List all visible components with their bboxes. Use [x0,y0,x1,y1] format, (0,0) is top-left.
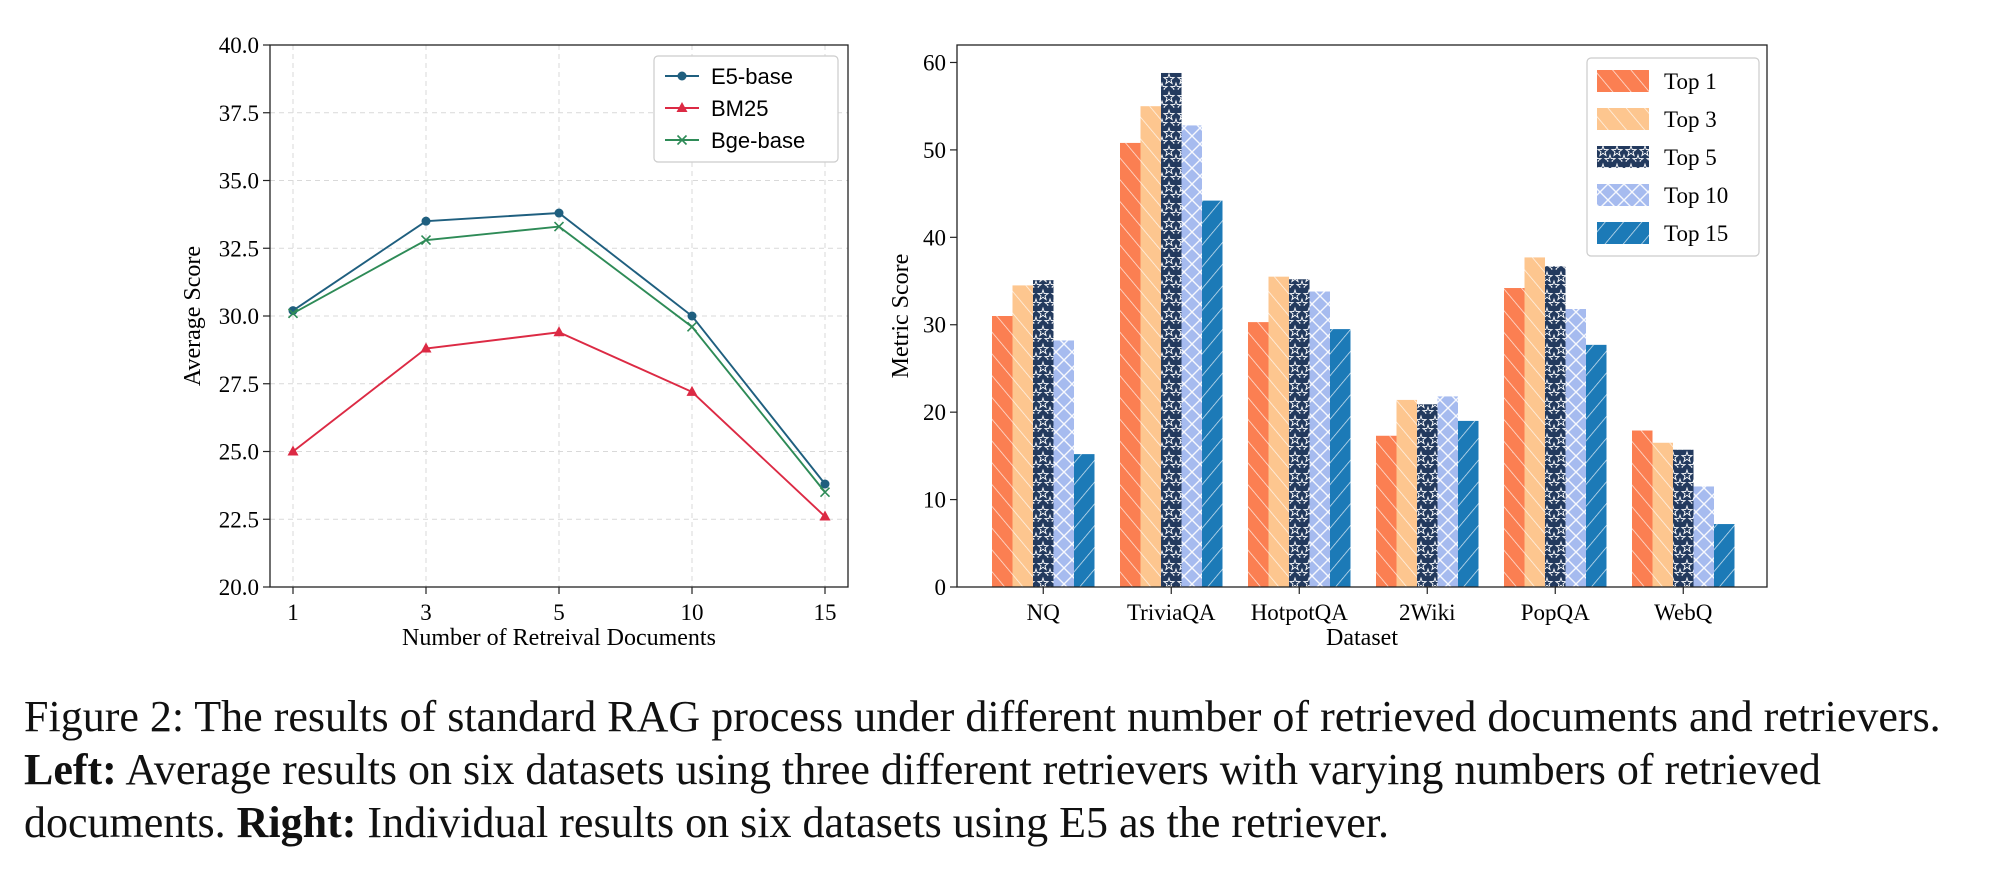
left-y-tick-label: 30.0 [219,304,259,329]
figure: 20.0 22.5 25.0 27.5 30.0 32.5 35.0 37.5 40.0 1 3 5 1… [0,0,1989,690]
right-x-tick-label: 2Wiki [1399,600,1456,625]
right-x-tick-label: PopQA [1521,600,1590,625]
caption-right-label: Right: [237,798,357,847]
right-x-tick-label: NQ [1027,600,1061,625]
legend-label: E5-base [711,64,793,89]
bar-hatch [1376,436,1397,587]
bar-hatch [1013,285,1034,587]
bar-hatch [1074,454,1095,587]
right-y-tick-label: 30 [923,313,946,338]
legend-swatch-hatch [1597,184,1649,206]
bar-hatch [1545,266,1566,587]
bar-hatch [1632,431,1653,587]
figure-caption: Figure 2: The results of standard RAG pr… [24,690,1969,849]
bar-hatch [1289,279,1310,587]
legend-label: BM25 [711,96,768,121]
bar-hatch [1525,257,1546,587]
right-bar-chart: 0 10 20 30 40 50 60 NQ TriviaQA HotpotQA 2Wiki PopQ… [888,45,1767,651]
right-x-axis-label: Dataset [1326,625,1398,651]
left-legend: E5-base BM25 Bge-base [654,56,838,162]
right-y-axis-label: Metric Score [888,254,914,379]
left-x-tick-label: 15 [814,600,837,625]
left-y-tick-label: 22.5 [219,507,259,532]
bar-hatch [1458,421,1479,587]
left-y-tick-label: 20.0 [219,575,259,600]
legend-label: Top 3 [1664,107,1717,132]
right-y-tick-label: 60 [923,50,946,75]
left-x-tick-label: 3 [420,600,432,625]
bar-hatch [1714,524,1735,587]
bar-hatch [1694,486,1715,587]
left-line-chart: 20.0 22.5 25.0 27.5 30.0 32.5 35.0 37.5 40.0 1 3 5 1… [180,33,848,651]
left-y-tick-label: 27.5 [219,372,259,397]
left-x-tick-label: 5 [553,600,565,625]
legend-swatch-hatch [1597,70,1649,92]
bar-hatch [1673,450,1694,587]
left-y-tick-label: 32.5 [219,236,259,261]
bar-hatch [1269,277,1290,587]
legend-label: Top 5 [1664,145,1717,170]
left-x-axis-label: Number of Retreival Documents [402,625,716,651]
bar-hatch [1161,73,1182,587]
caption-right-text: Individual results on six datasets using… [356,798,1389,847]
bar-hatch [1248,322,1269,587]
bar-hatch [1054,340,1075,587]
left-x-tick-label: 1 [287,600,299,625]
legend-label: Bge-base [711,128,805,153]
bar-hatch [1120,143,1141,587]
bar-hatch [1566,309,1587,587]
bar-hatch [1330,329,1351,587]
legend-swatch-hatch [1597,146,1649,168]
bar-hatch [1182,125,1203,587]
right-x-tick-label: TriviaQA [1127,600,1216,625]
right-y-tick-label: 0 [935,575,947,600]
caption-lead: Figure 2: The results of standard RAG pr… [24,692,1941,741]
data-point [554,326,565,336]
bar-hatch [1586,345,1607,587]
left-y-tick-label: 35.0 [219,169,259,194]
bar-hatch [1653,443,1674,587]
legend-label: Top 10 [1664,183,1728,208]
bar-hatch [1033,280,1054,587]
legend-swatch-hatch [1597,108,1649,130]
left-y-tick-label: 25.0 [219,440,259,465]
legend-label: Top 15 [1664,221,1728,246]
data-point [688,322,697,331]
left-x-tick-label: 10 [681,600,704,625]
right-y-tick-label: 40 [923,225,946,250]
left-y-tick-label: 37.5 [219,101,259,126]
caption-left-label: Left: [24,745,117,794]
data-point [688,312,697,321]
bar-hatch [1504,288,1525,587]
legend-label: Top 1 [1664,69,1717,94]
bar-hatch [1438,396,1459,587]
left-y-tick-label: 40.0 [219,33,259,58]
legend-marker [678,72,687,81]
bar-hatch [992,316,1013,587]
right-y-tick-label: 10 [923,488,946,513]
bar-hatch [1202,201,1223,587]
bar-hatch [1310,292,1331,587]
data-point [422,217,431,226]
left-y-axis-label: Average Score [180,246,206,386]
right-x-tick-label: HotpotQA [1251,600,1349,625]
bar-hatch [1141,106,1162,587]
right-x-tick-label: WebQ [1654,600,1713,625]
right-legend: Top 1 Top 3 Top 5 Top 10 Top 15 [1587,58,1759,256]
right-y-tick-label: 50 [923,138,946,163]
bar-hatch [1417,404,1438,587]
data-point [555,209,564,218]
right-y-tick-label: 20 [923,400,946,425]
bar-hatch [1397,400,1418,587]
data-point [288,446,299,456]
legend-swatch-hatch [1597,222,1649,244]
